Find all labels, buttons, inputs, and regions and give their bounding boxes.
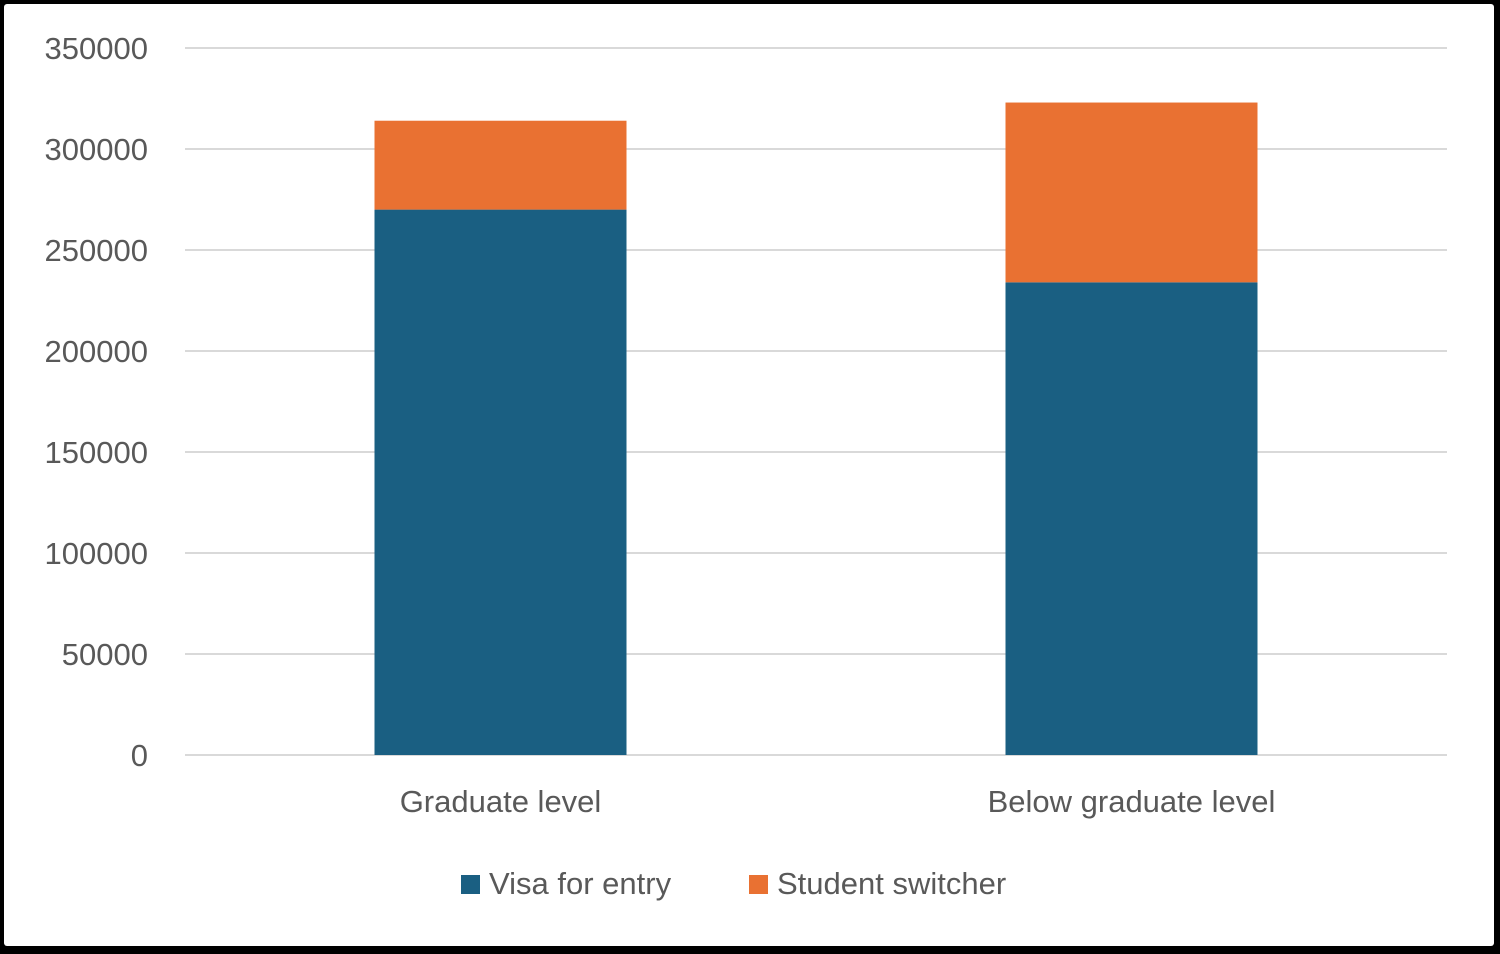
legend-label: Student switcher xyxy=(777,866,1006,901)
bars xyxy=(374,102,1258,756)
bar-segment xyxy=(374,209,627,756)
y-tick-label: 50000 xyxy=(62,637,148,672)
y-tick-label: 300000 xyxy=(45,132,148,167)
legend-swatch xyxy=(461,875,480,894)
legend: Visa for entry Student switcher xyxy=(461,866,1006,901)
y-axis-ticks: 0 50000 100000 150000 200000 250000 300000 3500… xyxy=(45,31,148,773)
x-category-label: Graduate level xyxy=(400,784,602,819)
y-tick-label: 100000 xyxy=(45,536,148,571)
legend-label: Visa for entry xyxy=(489,866,672,901)
x-axis-labels: Graduate level Below graduate level xyxy=(400,784,1276,819)
y-tick-label: 350000 xyxy=(45,31,148,66)
bar-segment xyxy=(374,120,627,210)
x-category-label: Below graduate level xyxy=(988,784,1276,819)
y-tick-label: 0 xyxy=(131,738,148,773)
bar-segment xyxy=(1005,282,1258,755)
y-tick-label: 250000 xyxy=(45,233,148,268)
y-tick-label: 200000 xyxy=(45,334,148,369)
gridlines xyxy=(185,47,1447,756)
y-tick-label: 150000 xyxy=(45,435,148,470)
legend-swatch xyxy=(749,875,768,894)
bar-segment xyxy=(1005,102,1258,283)
